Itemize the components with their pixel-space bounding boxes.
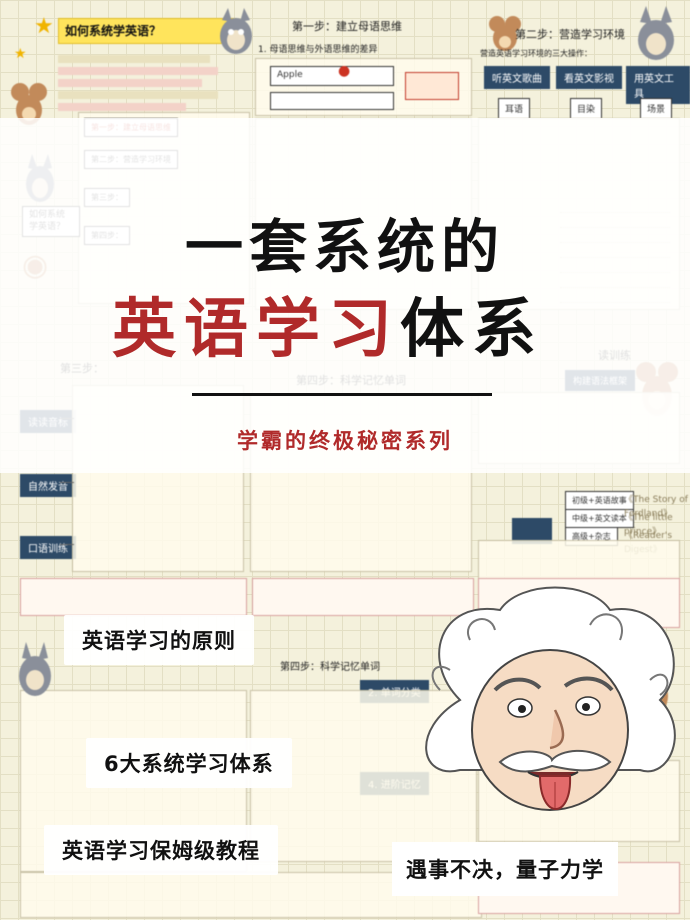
bottom-bottom-panel [20, 872, 482, 918]
book-title-2: 《The little prince》 [624, 513, 673, 537]
grammar-panel [478, 540, 680, 582]
intro-paragraph [58, 55, 218, 115]
hero-title-line2: 英语学习体系 [112, 278, 544, 370]
star-icon: ★ [34, 14, 54, 39]
hero-subtitle: 学霸的终极秘密系列 [237, 429, 453, 453]
step1-apple-row [270, 92, 394, 110]
pill-tutorial: 英语学习保姆级教程 [44, 825, 278, 875]
quote-bubble: 遇事不决，量子力学 [392, 842, 618, 896]
hero-card [0, 118, 690, 473]
cartoon-mouse-icon [489, 16, 521, 51]
vocab-note [252, 578, 474, 616]
apple-word-box: Apple [270, 66, 394, 86]
apple-word: Apple [277, 70, 303, 80]
pill-system: 6大系统学习体系 [86, 738, 292, 788]
flow-sub-eye: 目染 [570, 98, 603, 119]
cartoon-cat-icon [638, 6, 674, 60]
hero-title-black: 体系 [400, 293, 544, 367]
principle-note [20, 578, 247, 616]
flow-box-songs: 听英文歌曲 [484, 66, 550, 89]
step1-subtitle: 1. 母语思维与外语思维的差异 [258, 45, 378, 55]
header-question: 如何系统学英语？ [58, 18, 236, 44]
star-icon: ★ [14, 46, 27, 62]
step2-subtitle: 营造英语学习环境的三大操作： [480, 49, 592, 58]
cartoon-cat-icon [220, 8, 252, 54]
flow-sub-scene: 场景 [640, 98, 673, 119]
cartoon-cat-icon [19, 642, 51, 696]
step2-title: 第二步：营造学习环境 [515, 28, 625, 41]
apple-icon: ● [338, 63, 351, 79]
pill-principles: 英语学习的原则 [64, 615, 254, 665]
hero-title-red: 英语学习 [112, 293, 400, 367]
step1-arrow-box [405, 72, 459, 100]
tag-phonics: 自然发音 [20, 474, 76, 497]
bottom-step-title: 第四步：科学记忆单词 [280, 662, 380, 673]
reading-branch-tag [512, 518, 552, 544]
hero-title-line1: 一套系统的 [184, 213, 505, 281]
cartoon-mouse-icon [11, 83, 47, 125]
einstein-cartoon-icon [425, 586, 676, 811]
book-title-1: 《The Story of Fordland》 [624, 495, 688, 519]
connector-line [60, 544, 74, 545]
hero-divider [192, 393, 492, 396]
connector-line [60, 482, 74, 483]
flow-box-movies: 看英文影视 [556, 66, 622, 89]
step1-title: 第一步：建立母语思维 [292, 20, 402, 33]
tag-speaking: 口语训练 [20, 536, 76, 559]
flow-box-tools: 用英文工具 [626, 66, 690, 104]
flow-sub-ear: 耳语 [498, 98, 531, 119]
book-tag-2: 中级+英文读本 [565, 509, 634, 528]
